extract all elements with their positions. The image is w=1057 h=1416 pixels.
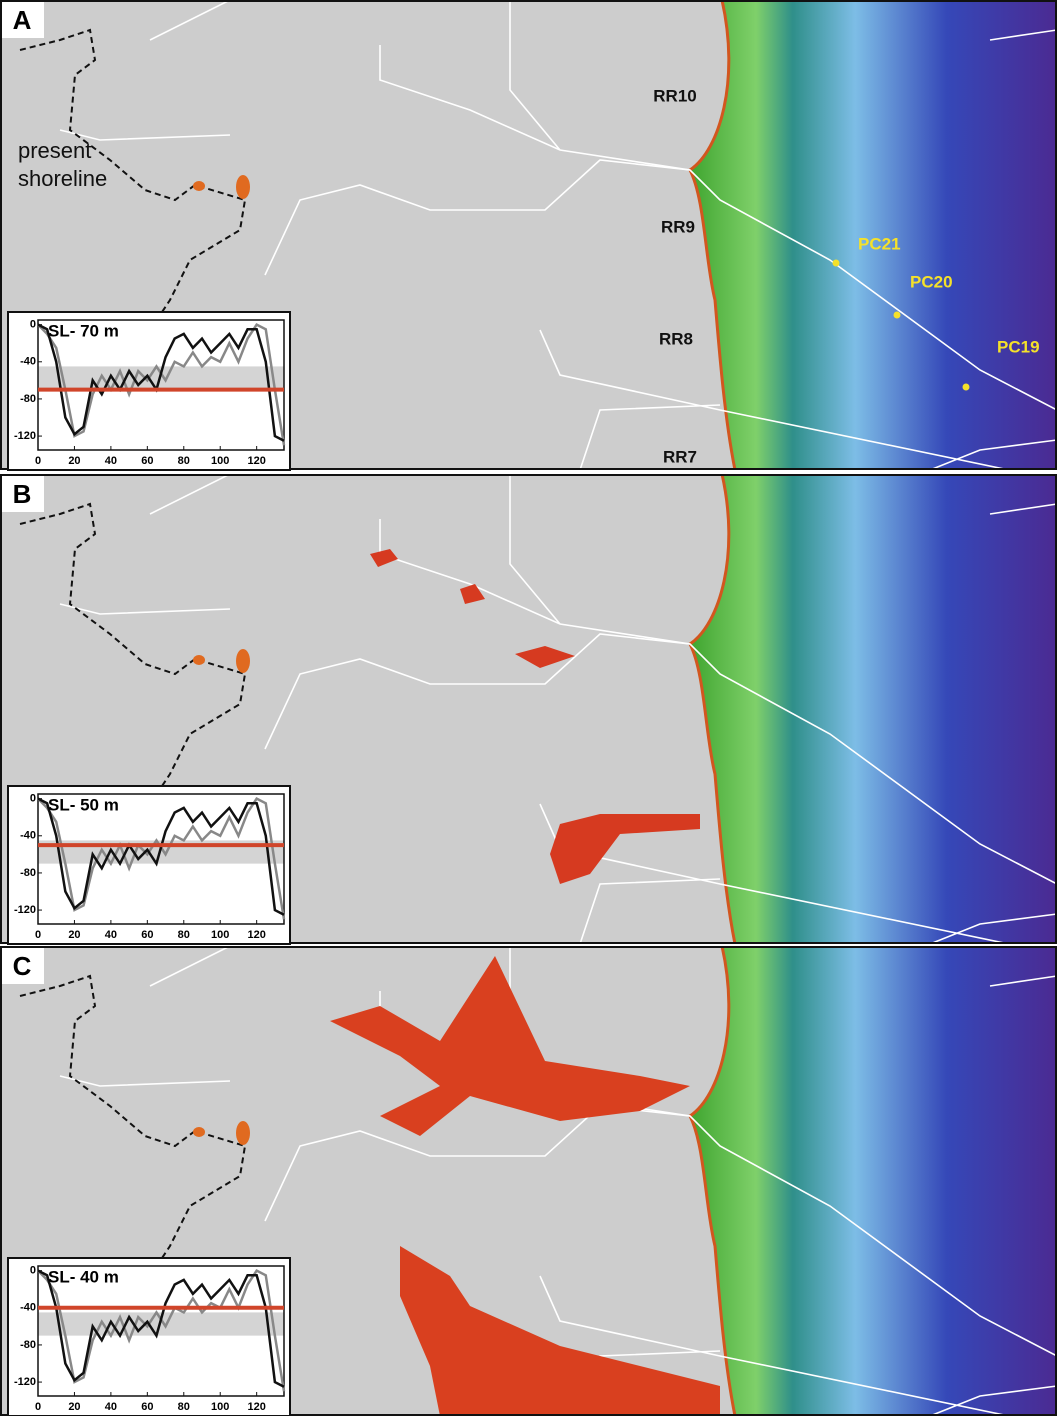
- inset-title: SL- 70 m: [48, 321, 119, 340]
- x-tick-label: 20: [68, 1401, 80, 1413]
- ridge-label: RR10: [653, 86, 696, 105]
- y-tick-label: -40: [20, 356, 36, 368]
- x-tick-label: 60: [141, 1401, 153, 1413]
- y-tick-label: -120: [14, 1376, 36, 1388]
- core-site: [894, 312, 901, 319]
- y-tick-label: -80: [20, 867, 36, 879]
- inset-title: SL- 50 m: [48, 795, 119, 814]
- panel-label: C: [13, 951, 32, 981]
- core-site: [833, 260, 840, 267]
- x-tick-label: 20: [68, 455, 80, 467]
- x-tick-label: 40: [105, 1401, 117, 1413]
- ridge-label: RR9: [661, 217, 695, 236]
- x-tick-label: 60: [141, 455, 153, 467]
- y-tick-label: -40: [20, 830, 36, 842]
- x-tick-label: 0: [35, 1401, 41, 1413]
- ridge-label: RR8: [659, 329, 693, 348]
- x-tick-label: 120: [247, 929, 265, 941]
- x-tick-label: 80: [178, 1401, 190, 1413]
- x-tick-label: 100: [211, 929, 229, 941]
- shoreline-label: present: [18, 138, 91, 163]
- x-tick-label: 120: [247, 1401, 265, 1413]
- y-tick-label: 0: [30, 1265, 36, 1277]
- core-site: [963, 384, 970, 391]
- panel-label: A: [13, 5, 32, 35]
- x-tick-label: 80: [178, 929, 190, 941]
- core-label: PC19: [997, 337, 1040, 356]
- x-tick-label: 40: [105, 455, 117, 467]
- panel: B 0 -40 -80 -120 0 20 40 60 80 100 120 SL- 50 m: [0, 474, 1057, 954]
- x-tick-label: 40: [105, 929, 117, 941]
- inset-chart: 0 -40 -80 -120 0 20 40 60 80 100 120 SL- 50 m: [8, 786, 290, 944]
- x-tick-label: 0: [35, 455, 41, 467]
- x-tick-label: 80: [178, 455, 190, 467]
- figure: Apresent shoreline RR10 RR9 RR8 RR7 PC21 PC20 PC…: [0, 0, 1057, 1416]
- y-tick-label: 0: [30, 793, 36, 805]
- x-tick-label: 120: [247, 455, 265, 467]
- y-tick-label: -80: [20, 1339, 36, 1351]
- x-tick-label: 100: [211, 1401, 229, 1413]
- y-tick-label: -120: [14, 904, 36, 916]
- x-tick-label: 60: [141, 929, 153, 941]
- y-tick-label: -40: [20, 1302, 36, 1314]
- y-tick-label: -80: [20, 393, 36, 405]
- x-tick-label: 100: [211, 455, 229, 467]
- y-tick-label: 0: [30, 319, 36, 331]
- inset-chart: 0 -40 -80 -120 0 20 40 60 80 100 120 SL- 40 m: [8, 1258, 290, 1416]
- ridge-label: RR7: [663, 447, 697, 466]
- inset-chart: 0 -40 -80 -120 0 20 40 60 80 100 120 SL- 70 m: [8, 312, 290, 470]
- core-label: PC20: [910, 272, 953, 291]
- panel: C 0 -40 -80 -120 0 20 40 60 80 100 120 SL- 40 m: [0, 946, 1057, 1416]
- y-tick-label: -120: [14, 430, 36, 442]
- core-label: PC21: [858, 234, 901, 253]
- inset-title: SL- 40 m: [48, 1267, 119, 1286]
- x-tick-label: 0: [35, 929, 41, 941]
- x-tick-label: 20: [68, 929, 80, 941]
- panel-label: B: [13, 479, 32, 509]
- shoreline-label: shoreline: [18, 166, 107, 191]
